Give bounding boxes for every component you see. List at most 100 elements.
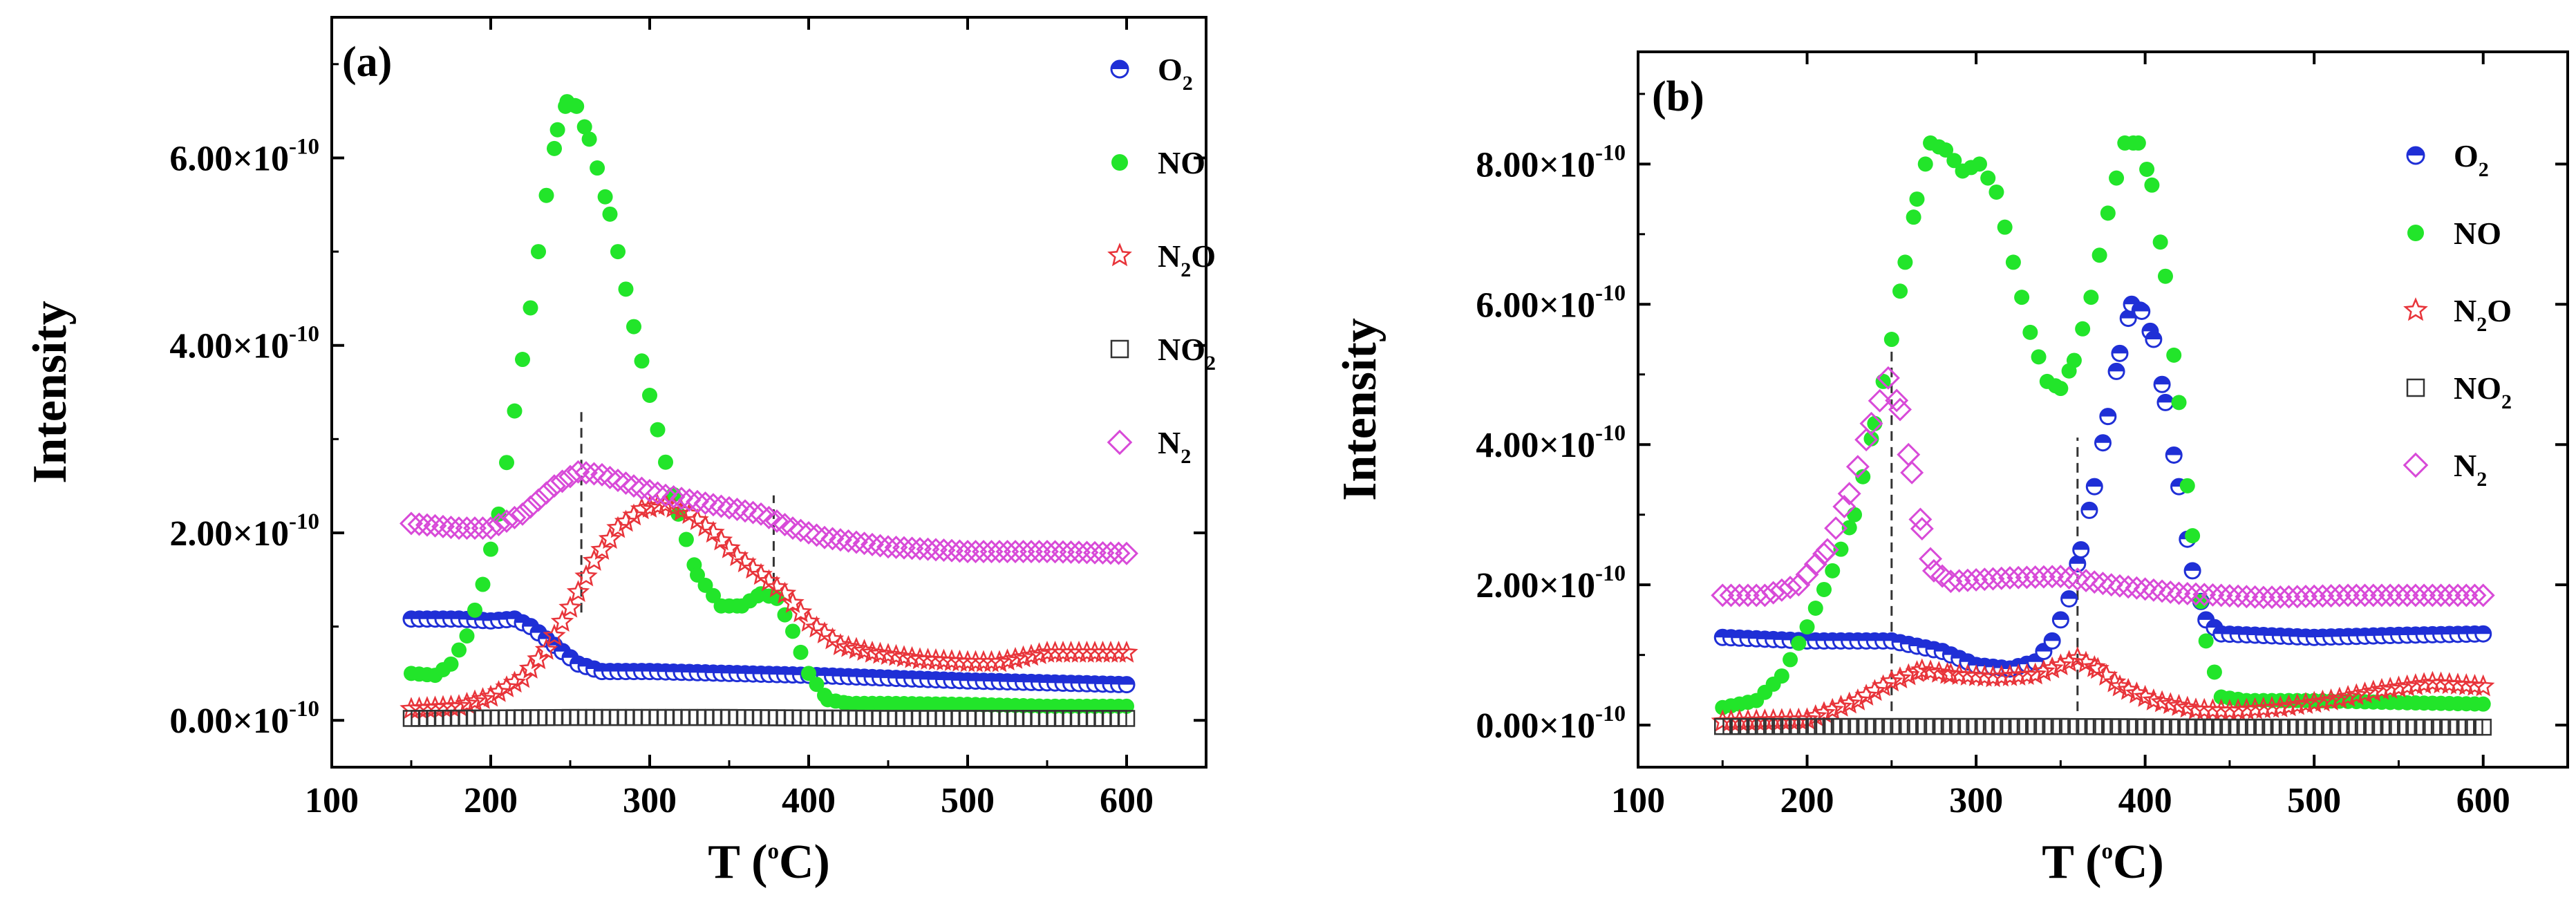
data-point [630,476,654,500]
data-point [2302,584,2326,608]
data-point [845,637,868,659]
legend-marker [2406,146,2425,165]
data-point [2446,583,2470,608]
data-point [511,666,534,688]
data-point [518,495,543,519]
data-point [2139,161,2155,177]
data-point [646,493,670,516]
data-point [1998,663,2022,686]
data-point [475,576,491,592]
data-point [459,628,475,644]
legend-marker [1110,59,1129,79]
data-point [1919,659,1942,681]
data-point [2294,692,2318,714]
plot-frame [330,16,1207,769]
data-point [868,641,892,664]
data-point [399,511,423,536]
data-point [1956,663,1980,686]
data-point [2185,528,2201,544]
data-point [2053,381,2069,397]
series-NO2 [402,708,1136,727]
data-point [2049,565,2073,588]
y-tick-label: 2.00×10-10 [169,509,319,554]
data-point [2201,698,2225,721]
data-point [741,500,765,525]
data-point [1971,156,1987,172]
data-point [1871,674,1895,697]
x-tick-label: 600 [1100,781,1154,820]
data-point [709,494,733,518]
data-point [801,666,816,681]
data-point [455,691,479,714]
data-point [2328,686,2351,709]
data-point [773,581,797,604]
data-point [638,496,661,518]
data-point [511,502,534,526]
data-point [785,623,800,639]
plot-frame [1637,50,2569,769]
data-point [1821,697,1844,720]
data-point [1845,455,1870,479]
data-point [646,481,670,505]
data-point [1997,219,2013,235]
data-point [1917,156,1933,172]
data-point [576,119,592,135]
data-point [1761,581,1785,605]
legend-marker [2403,452,2429,478]
data-point [892,645,916,668]
data-point [2065,567,2089,592]
data-point [1791,635,1807,651]
data-point [2370,677,2394,700]
x-tick-label: 400 [2118,781,2172,820]
data-point [2437,583,2461,608]
data-point [908,647,932,670]
data-point [2165,446,2183,464]
data-point [1027,540,1051,564]
data-point [1004,540,1027,564]
data-point [2396,674,2419,697]
data-point [598,527,622,549]
data-point [2184,582,2208,606]
data-point [702,493,725,517]
data-point [2387,583,2411,608]
data-point [829,633,852,655]
data-point [2218,699,2241,722]
data-point [1035,540,1059,564]
data-point [1816,581,1832,597]
data-point [598,465,622,489]
panel-label: (a) [342,39,392,86]
data-point [658,454,673,470]
data-point [507,403,523,419]
series-O2 [402,610,1136,694]
data-point [1059,540,1083,564]
data-point [2235,585,2259,609]
data-point [2446,672,2470,695]
data-point [2463,673,2487,696]
data-point [2471,583,2495,608]
data-point [606,516,630,538]
data-point [2109,170,2125,186]
data-point [1825,563,1841,578]
data-point [900,646,924,668]
data-point [2474,718,2492,736]
data-point [495,509,518,533]
data-point [455,516,479,540]
x-tick-label: 300 [1949,781,2003,820]
data-point [2133,577,2157,601]
data-point [916,537,940,561]
series-O2 [1713,295,2492,678]
data-point [773,513,797,537]
data-point [995,648,1019,671]
panel-label: (b) [1652,73,1704,120]
data-point [1099,541,1122,565]
data-point [527,647,550,670]
data-point [538,187,554,203]
data-point [1909,191,1925,207]
data-point [1838,691,1861,714]
data-point [892,536,916,560]
data-point [2243,697,2267,719]
data-point [2327,583,2351,608]
data-point [2130,135,2146,151]
data-point [543,623,566,646]
data-point [1880,669,1903,692]
